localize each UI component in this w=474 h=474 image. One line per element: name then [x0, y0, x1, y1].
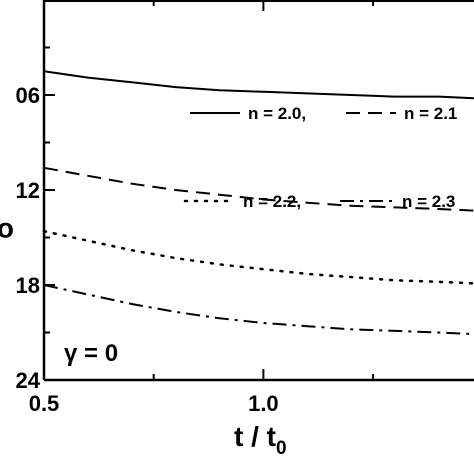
x-axis-title-subscript: 0 — [276, 438, 287, 459]
gamma-annotation: γ = 0 — [64, 340, 118, 367]
series-line-n-2-0 — [43, 70, 474, 100]
legend-label: n = 2.0, — [248, 104, 306, 123]
y-tick-label: 12 — [16, 178, 40, 203]
tick-labels: 0.5 1.0 06 12 18 24 o — [0, 83, 279, 416]
x-tick-label: 0.5 — [29, 391, 60, 416]
axis-ticks — [43, 0, 375, 381]
legend-label: n = 2.3 — [402, 192, 455, 211]
x-tick-label: 1.0 — [248, 391, 279, 416]
y-tick-label: 06 — [16, 83, 40, 108]
x-axis-title-main: t / t — [234, 421, 276, 452]
series-line-n-2-1 — [43, 166, 474, 212]
legend: n = 2.0, n = 2.1 n = 2.2, n = 2.3 — [183, 104, 457, 211]
y-axis-label-fragment: o — [0, 213, 14, 244]
series-lines — [42, 70, 474, 336]
legend-label: n = 2.1 — [404, 104, 457, 123]
series-line-n-2-2 — [42, 229, 474, 285]
x-axis-title: t / t0 — [234, 421, 287, 459]
plot-frame — [42, 0, 474, 382]
series-line-n-2-3 — [43, 284, 474, 336]
legend-label: n = 2.2, — [243, 192, 301, 211]
y-tick-label: 18 — [16, 273, 40, 298]
y-tick-label: 24 — [16, 368, 41, 393]
